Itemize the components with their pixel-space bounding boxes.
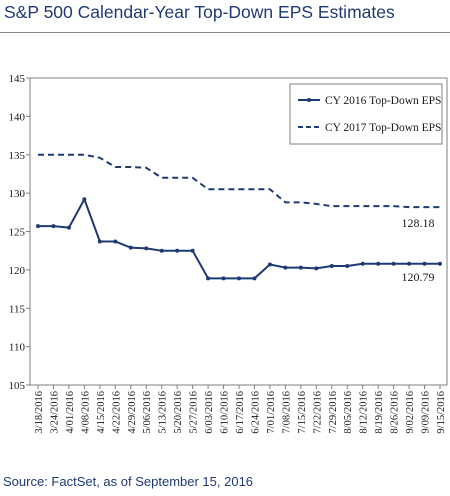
data-point-cy2016 bbox=[97, 239, 102, 244]
source-note: Source: FactSet, as of September 15, 201… bbox=[3, 474, 254, 489]
x-tick-label: 6/24/2016 bbox=[250, 391, 261, 434]
x-tick-label: 5/06/2016 bbox=[142, 391, 153, 434]
x-tick-label: 7/29/2016 bbox=[328, 391, 339, 434]
data-point-cy2016 bbox=[298, 265, 303, 270]
data-point-cy2016 bbox=[66, 225, 71, 230]
data-point-cy2016 bbox=[113, 239, 118, 244]
x-tick-label: 9/09/2016 bbox=[421, 391, 432, 434]
x-tick-label: 6/03/2016 bbox=[204, 391, 215, 434]
x-tick-label: 5/20/2016 bbox=[173, 391, 184, 434]
chart-title: S&P 500 Calendar-Year Top-Down EPS Estim… bbox=[4, 2, 395, 22]
data-point-cy2016 bbox=[82, 197, 87, 202]
data-point-cy2016 bbox=[391, 261, 396, 266]
data-point-cy2016 bbox=[329, 264, 334, 269]
x-tick-label: 8/19/2016 bbox=[374, 391, 385, 434]
y-tick-label: 140 bbox=[9, 111, 26, 123]
y-tick-label: 115 bbox=[9, 303, 26, 315]
data-point-cy2016 bbox=[376, 261, 381, 266]
y-tick-label: 135 bbox=[9, 150, 26, 162]
data-point-cy2016 bbox=[314, 266, 319, 271]
data-point-cy2016 bbox=[206, 276, 211, 281]
y-tick-label: 145 bbox=[9, 73, 26, 85]
title-divider bbox=[0, 32, 450, 33]
data-point-cy2016 bbox=[175, 248, 180, 253]
x-tick-label: 7/22/2016 bbox=[312, 391, 323, 434]
legend-box bbox=[289, 83, 443, 145]
y-tick-label: 120 bbox=[9, 265, 26, 277]
data-point-cy2016 bbox=[267, 262, 272, 267]
x-tick-label: 5/13/2016 bbox=[158, 391, 169, 434]
end-value-label-cy2017: 128.18 bbox=[402, 216, 435, 230]
data-point-cy2016 bbox=[237, 276, 241, 281]
data-point-cy2016 bbox=[438, 261, 442, 266]
x-tick-label: 4/08/2016 bbox=[80, 391, 91, 434]
x-tick-label: 6/17/2016 bbox=[235, 391, 246, 434]
y-tick-label: 125 bbox=[9, 227, 26, 239]
series-line-cy2017 bbox=[38, 153, 440, 209]
data-point-cy2016 bbox=[422, 261, 427, 266]
series-line-cy2016 bbox=[38, 198, 440, 280]
data-point-cy2016 bbox=[345, 264, 350, 269]
data-point-cy2016 bbox=[128, 245, 133, 250]
x-tick-label: 8/26/2016 bbox=[390, 391, 401, 434]
x-tick-label: 7/01/2016 bbox=[266, 391, 277, 434]
x-tick-label: 8/05/2016 bbox=[343, 391, 354, 434]
x-tick-label: 4/29/2016 bbox=[127, 391, 138, 434]
x-tick-label: 7/08/2016 bbox=[281, 391, 292, 434]
data-point-cy2016 bbox=[159, 248, 164, 253]
x-tick-label: 4/15/2016 bbox=[96, 391, 107, 434]
y-tick-label: 110 bbox=[9, 342, 26, 354]
x-tick-label: 4/22/2016 bbox=[111, 391, 122, 434]
legend-marker-cy2016 bbox=[307, 98, 311, 102]
data-point-cy2016 bbox=[360, 261, 365, 266]
x-tick-label: 6/10/2016 bbox=[220, 391, 231, 434]
data-point-cy2016 bbox=[283, 265, 288, 270]
data-point-cy2016 bbox=[144, 246, 149, 251]
x-tick-label: 4/01/2016 bbox=[65, 391, 76, 434]
data-point-cy2016 bbox=[36, 224, 40, 229]
data-point-cy2016 bbox=[252, 276, 257, 281]
x-tick-label: 3/24/2016 bbox=[49, 391, 60, 434]
legend-label-cy2017: CY 2017 Top-Down EPS bbox=[325, 122, 441, 134]
data-point-cy2016 bbox=[221, 276, 226, 281]
data-point-cy2016 bbox=[51, 224, 56, 229]
x-tick-label: 8/12/2016 bbox=[359, 391, 370, 434]
legend-label-cy2016: CY 2016 Top-Down EPS bbox=[325, 95, 441, 107]
data-point-cy2016 bbox=[190, 248, 195, 253]
x-tick-label: 7/15/2016 bbox=[297, 391, 308, 434]
data-point-cy2016 bbox=[407, 261, 412, 266]
x-tick-label: 5/27/2016 bbox=[189, 391, 200, 434]
x-tick-label: 3/18/2016 bbox=[34, 391, 45, 434]
x-tick-label: 9/15/2016 bbox=[436, 391, 447, 434]
y-tick-label: 130 bbox=[9, 188, 26, 200]
y-tick-label: 105 bbox=[9, 380, 26, 392]
x-tick-label: 9/02/2016 bbox=[405, 391, 416, 434]
eps-line-chart: 105 110 115 120 125 130 135 140 145 3/18/2016 3/2… bbox=[9, 73, 448, 434]
end-value-label-cy2016: 120.79 bbox=[402, 270, 435, 284]
